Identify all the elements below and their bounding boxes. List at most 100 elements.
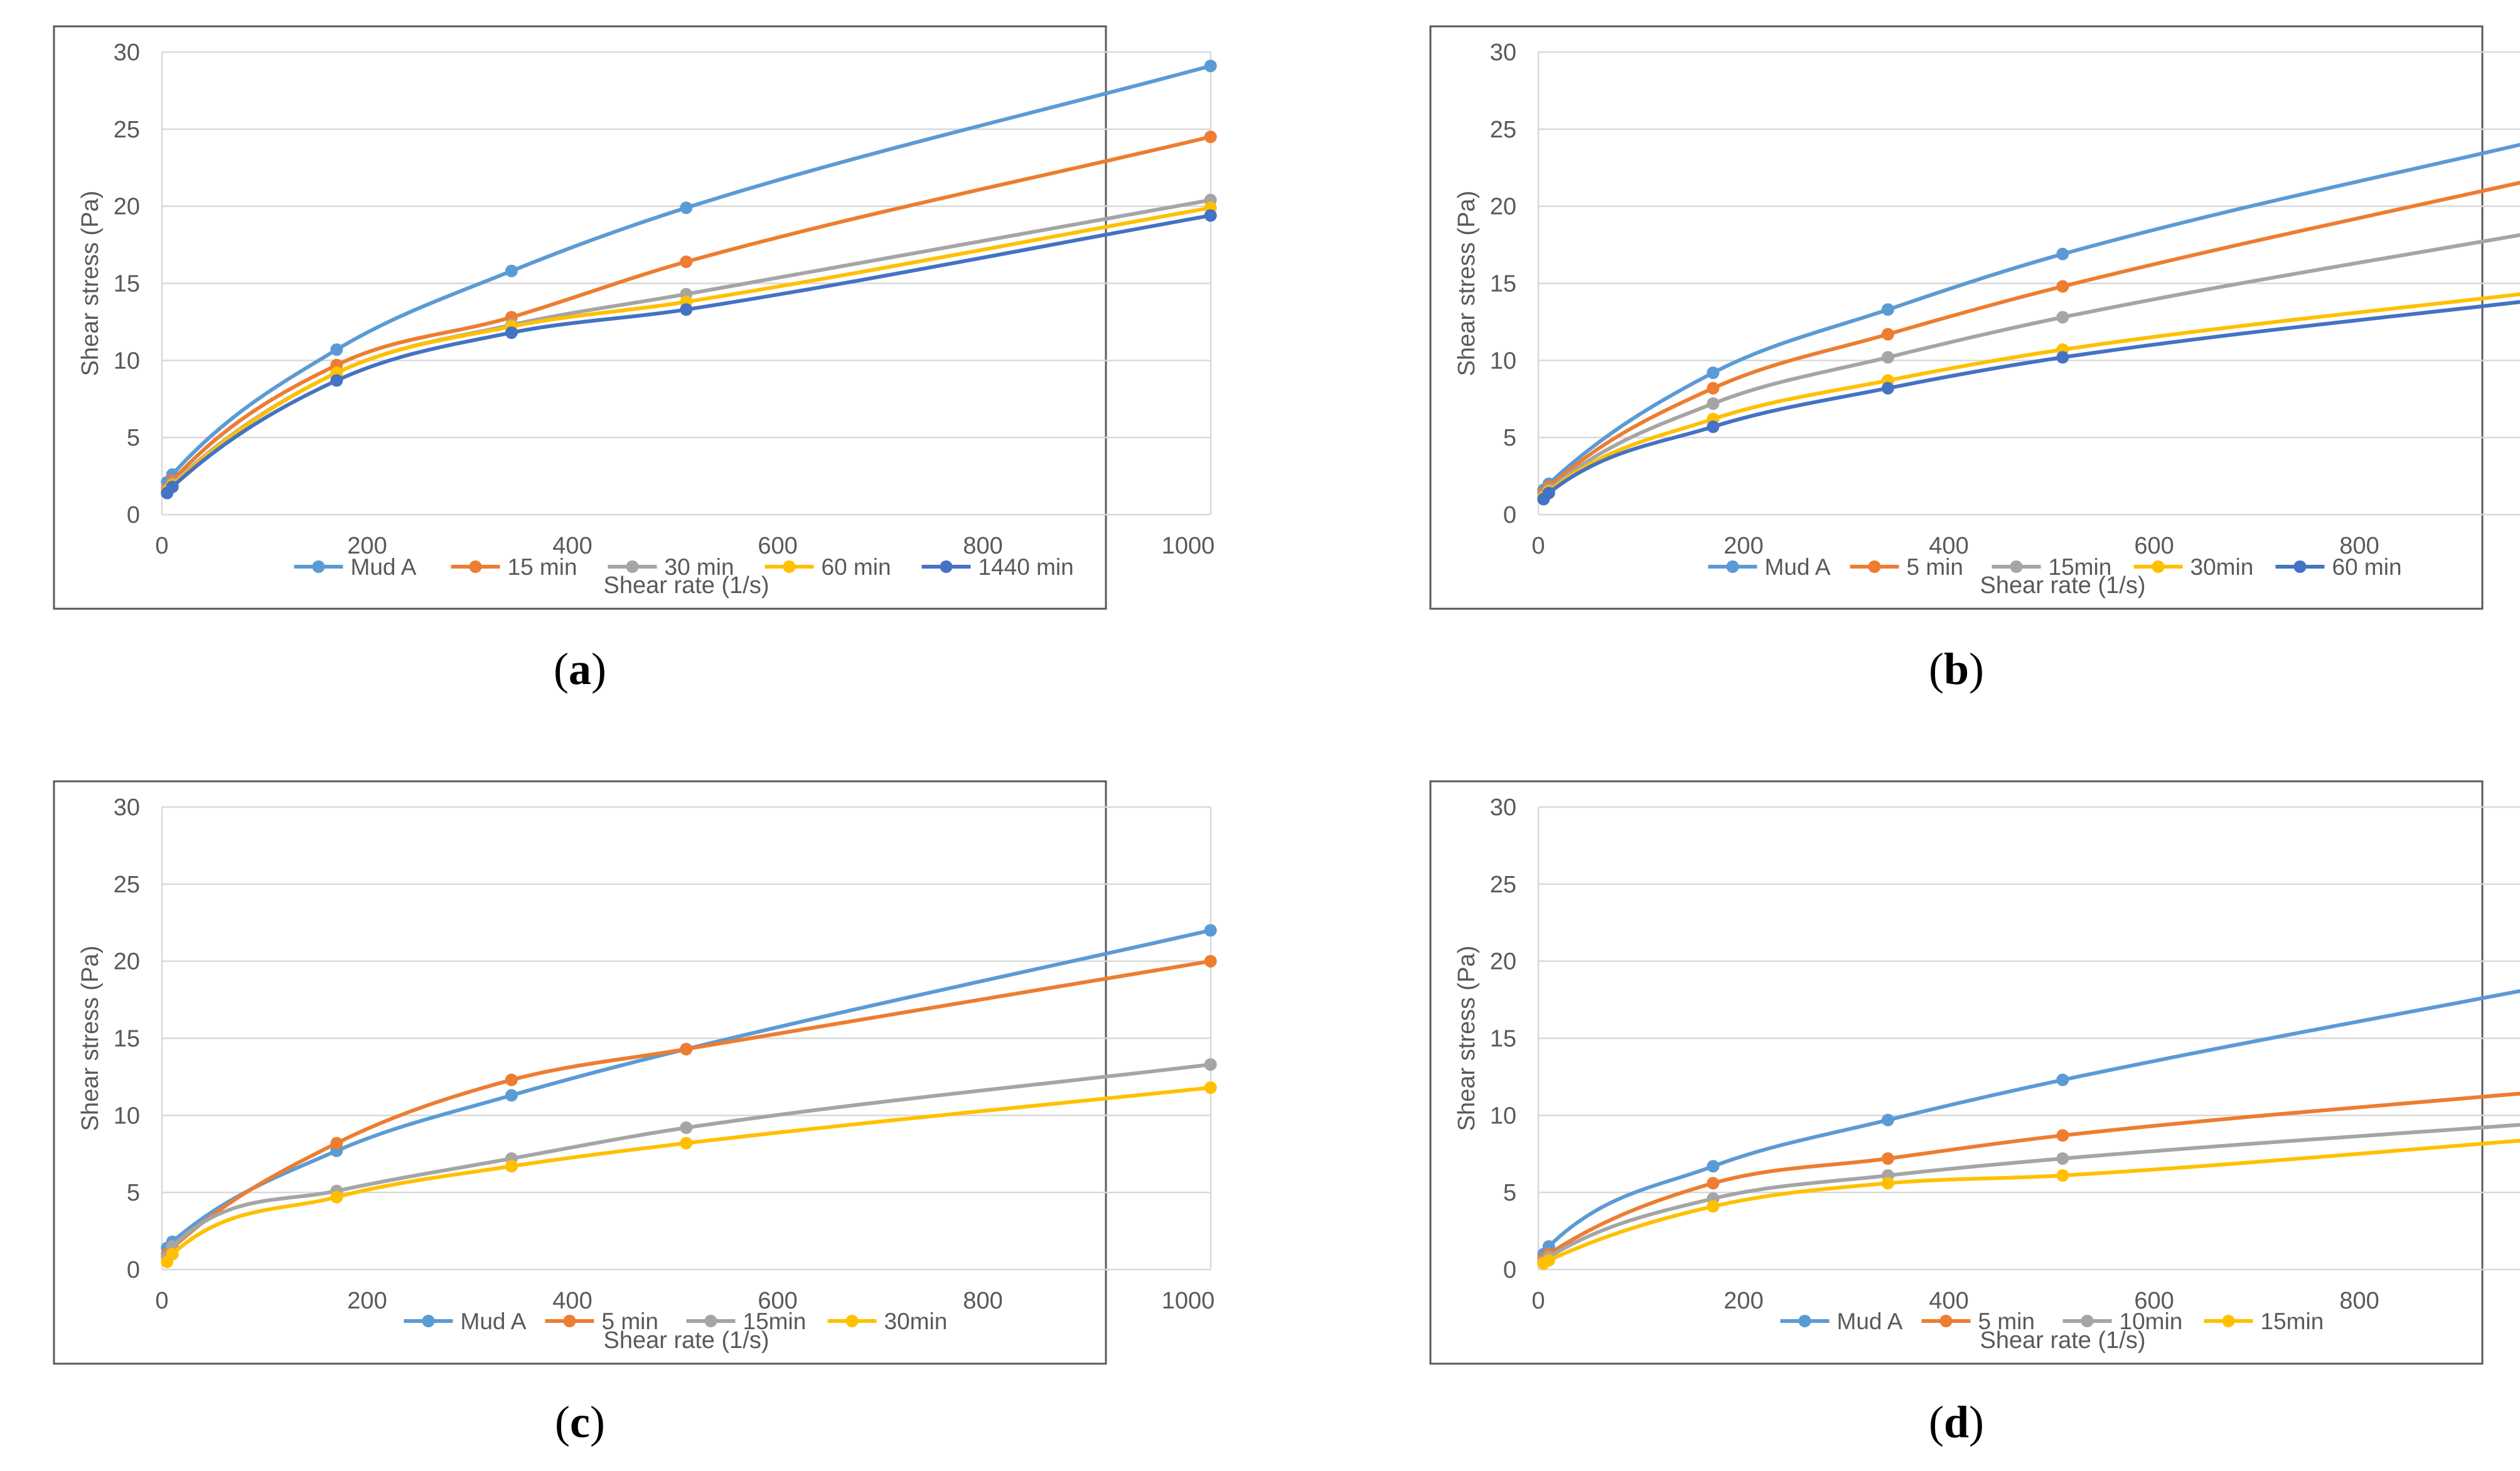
data-point (1204, 131, 1217, 144)
data-point (1707, 1200, 1720, 1213)
y-tick-label: 0 (127, 502, 140, 528)
y-tick-label: 20 (1490, 949, 1516, 975)
data-point (2056, 1129, 2069, 1142)
y-tick-label: 0 (1503, 1257, 1516, 1283)
data-point (1881, 328, 1894, 341)
legend-swatch-marker (845, 1315, 859, 1327)
data-point (1204, 60, 1217, 73)
y-tick-label: 30 (1490, 40, 1516, 66)
data-point (2056, 1152, 2069, 1165)
legend-label: 15min (743, 1308, 807, 1334)
data-point (1204, 1058, 1217, 1071)
data-point (330, 343, 343, 356)
y-tick-label: 20 (114, 194, 140, 220)
x-axis-title: Shear rate (1/s) (604, 1327, 769, 1354)
y-tick-label: 15 (1490, 1026, 1516, 1052)
legend-label: Mud A (1765, 554, 1831, 580)
x-tick-label: 400 (1929, 1288, 1968, 1314)
data-point (1707, 366, 1720, 379)
chart-panel-c: 0 5 10 15 20 25 30 0 200 400 600 800 1000 Shear rate … (53, 780, 1217, 1447)
x-tick-label: 200 (347, 533, 387, 559)
x-tick-label: 800 (963, 1288, 1002, 1314)
data-point (166, 1248, 179, 1261)
data-point (1707, 1177, 1720, 1190)
data-point (1204, 955, 1217, 968)
x-tick-label: 800 (2339, 533, 2379, 559)
x-tick-label: 1000 (1162, 533, 1215, 559)
data-point (680, 1042, 693, 1056)
series-30min (161, 1081, 1217, 1268)
legend-label: 60 min (2332, 554, 2402, 580)
legend-label: 30min (884, 1308, 948, 1334)
y-tick-label: 15 (114, 1026, 140, 1052)
legend-swatch-marker (312, 560, 325, 573)
data-point (1881, 351, 1894, 364)
data-point (330, 1137, 343, 1150)
data-point (330, 1190, 343, 1204)
y-tick-label: 10 (114, 1103, 140, 1129)
legend-swatch-marker (469, 560, 482, 573)
x-tick-label: 400 (552, 1288, 592, 1314)
legend-swatch-marker (2010, 560, 2023, 573)
data-point (1707, 420, 1720, 433)
y-tick-label: 25 (114, 117, 140, 143)
x-tick-label: 0 (1531, 533, 1545, 559)
x-tick-label: 200 (1724, 533, 1763, 559)
legend-label: Mud A (461, 1308, 527, 1334)
legend-label: 1440 min (979, 554, 1074, 580)
data-point (1881, 1113, 1894, 1126)
y-tick-label: 5 (127, 1180, 140, 1206)
data-point (2056, 247, 2069, 260)
x-tick-label: 600 (758, 1288, 797, 1314)
data-point (1707, 397, 1720, 410)
y-tick-label: 5 (1503, 1180, 1516, 1206)
data-point (1707, 1160, 1720, 1173)
x-axis-title: Shear rate (1/s) (604, 572, 769, 599)
data-point (1881, 303, 1894, 316)
legend: Mud A 5 min 10min 15min (1780, 1308, 2324, 1334)
legend-label: 5 min (602, 1308, 658, 1334)
panel-caption: (a) (554, 644, 606, 694)
data-point (1204, 1081, 1217, 1094)
y-tick-label: 25 (114, 872, 140, 898)
legend-swatch-marker (2293, 560, 2307, 573)
legend-swatch-marker (626, 560, 639, 573)
y-axis-title: Shear stress (Pa) (1454, 191, 1480, 377)
y-tick-label: 10 (1490, 1103, 1516, 1129)
legend-swatch-marker (2081, 1315, 2094, 1327)
panel-caption: (c) (555, 1397, 605, 1447)
data-point (1881, 1152, 1894, 1165)
data-point (1204, 924, 1217, 937)
x-tick-label: 400 (552, 533, 592, 559)
series-mud-a (1537, 989, 2520, 1261)
y-tick-label: 5 (127, 425, 140, 451)
chart-frame (53, 780, 1107, 1365)
y-tick-label: 5 (1503, 425, 1516, 451)
y-tick-label: 15 (114, 271, 140, 297)
data-point (1204, 209, 1217, 222)
y-axis-title: Shear stress (Pa) (77, 191, 104, 377)
x-tick-label: 800 (963, 533, 1002, 559)
data-point (680, 255, 693, 269)
legend-swatch-marker (1798, 1315, 1811, 1327)
chart-frame (53, 25, 1107, 610)
data-point (2056, 351, 2069, 364)
data-point (2056, 1169, 2069, 1182)
legend-label: 5 min (1907, 554, 1963, 580)
x-tick-label: 400 (1929, 533, 1968, 559)
data-point (505, 1089, 518, 1102)
legend-swatch-marker (783, 560, 796, 573)
x-tick-label: 1000 (1162, 1288, 1215, 1314)
legend-label: 15min (2049, 554, 2112, 580)
data-point (680, 1137, 693, 1150)
data-point (166, 480, 179, 493)
data-point (1542, 1254, 1555, 1267)
x-tick-label: 800 (2339, 1288, 2379, 1314)
x-tick-label: 200 (347, 1288, 387, 1314)
x-tick-label: 0 (155, 533, 168, 559)
y-tick-label: 30 (114, 40, 140, 66)
chart-panel-a: 0 5 10 15 20 25 30 0 200 400 600 800 1000 Shear rate … (53, 25, 1217, 694)
y-tick-label: 10 (114, 348, 140, 374)
legend-swatch-marker (704, 1315, 717, 1327)
